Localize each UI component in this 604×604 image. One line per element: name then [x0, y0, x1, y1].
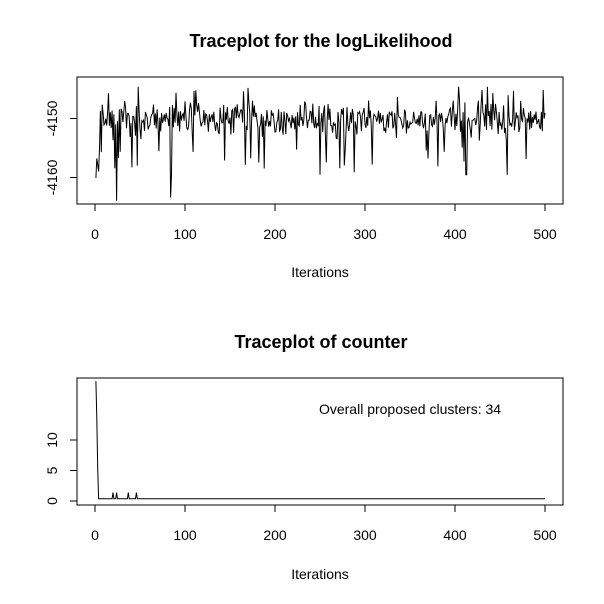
- counter-x-tick-label-500: 500: [533, 527, 557, 543]
- counter-y-tick-label-0: 0: [44, 497, 60, 505]
- counter-x-tick-label-200: 200: [263, 527, 287, 543]
- counter-x-axis-label: Iterations: [291, 566, 349, 582]
- loglik-x-tick-label-400: 400: [443, 226, 467, 242]
- counter-y-tick-label-10: 10: [44, 432, 60, 448]
- counter-plot-frame: [76, 377, 564, 506]
- loglik-x-axis: 0 100 200 300 400 500: [91, 203, 557, 242]
- loglik-x-tick-label-300: 300: [353, 226, 377, 242]
- counter-x-tick-label-0: 0: [91, 527, 99, 543]
- counter-x-tick-label-300: 300: [353, 527, 377, 543]
- loglik-x-tick-label-500: 500: [533, 226, 557, 242]
- counter-panel: Traceplot of counter Overall proposed cl…: [44, 332, 564, 582]
- loglik-x-tick-label-100: 100: [173, 226, 197, 242]
- counter-title: Traceplot of counter: [234, 332, 407, 352]
- counter-x-axis: 0 100 200 300 400 500: [91, 504, 557, 543]
- counter-x-tick-label-100: 100: [173, 527, 197, 543]
- counter-series-line: [95, 381, 545, 500]
- counter-annotation: Overall proposed clusters: 34: [319, 401, 501, 417]
- loglik-y-tick-label-4160: -4160: [44, 159, 60, 195]
- counter-y-axis: 0 5 10: [44, 432, 78, 505]
- loglik-title: Traceplot for the logLikelihood: [189, 31, 452, 51]
- loglik-series-line: [95, 86, 546, 201]
- loglik-x-tick-label-0: 0: [91, 226, 99, 242]
- loglik-y-axis: -4160 -4150: [44, 100, 78, 195]
- loglik-x-axis-label: Iterations: [291, 264, 349, 280]
- counter-x-tick-label-400: 400: [443, 527, 467, 543]
- loglik-panel: Traceplot for the logLikelihood 0 100 20…: [44, 31, 564, 280]
- loglik-x-tick-label-200: 200: [263, 226, 287, 242]
- counter-y-tick-label-5: 5: [44, 466, 60, 474]
- loglik-y-tick-label-4150: -4150: [44, 100, 60, 136]
